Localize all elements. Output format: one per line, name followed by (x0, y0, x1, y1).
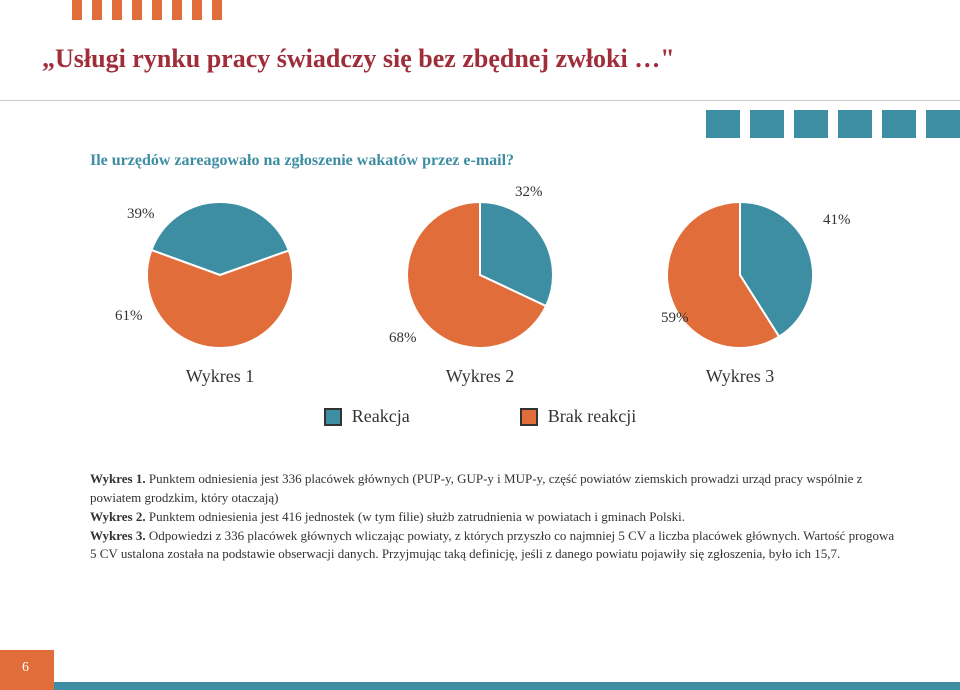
footnote-lead: Wykres 1. (90, 471, 146, 486)
chart-label: Wykres 3 (706, 366, 774, 387)
footnote-lead: Wykres 2. (90, 509, 146, 524)
pie-slice-label: 61% (115, 308, 143, 325)
footnote-text: Punktem odniesienia jest 416 jednostek (… (146, 509, 685, 524)
right-square (838, 110, 872, 138)
chart-label: Wykres 1 (186, 366, 254, 387)
charts-row: 39%61%Wykres 132%68%Wykres 241%59%Wykres… (90, 200, 870, 387)
legend-label: Brak reakcji (548, 406, 636, 427)
pie-slice-label: 68% (389, 330, 417, 347)
right-square (794, 110, 828, 138)
pie-chart: 32%68% (405, 200, 555, 350)
legend-swatch (520, 408, 538, 426)
top-stripe (132, 0, 142, 20)
chart-block: 32%68% Wykres 2 (360, 200, 600, 387)
footnotes: Wykres 1. Punktem odniesienia jest 336 p… (90, 470, 900, 564)
top-stripe (172, 0, 182, 20)
top-vertical-stripes (72, 0, 222, 20)
top-stripe (152, 0, 162, 20)
title-underline (0, 100, 960, 101)
subtitle: Ile urzędów zareagowało na zgłoszenie wa… (90, 152, 514, 170)
top-stripe (112, 0, 122, 20)
right-square (882, 110, 916, 138)
legend-swatch (324, 408, 342, 426)
footnote-text: Odpowiedzi z 336 placówek głównych wlicz… (90, 528, 894, 562)
bottom-stripe (0, 682, 960, 690)
chart-block: 41%59%Wykres 3 (620, 200, 860, 387)
right-squares (706, 110, 960, 138)
top-stripe (92, 0, 102, 20)
legend-label: Reakcja (352, 406, 410, 427)
footnote-text: Punktem odniesienia jest 336 placówek gł… (90, 471, 862, 505)
pie-slice-label: 39% (127, 206, 155, 223)
legend-item: Reakcja (324, 406, 410, 427)
pie-chart: 41%59% (665, 200, 815, 350)
legend-item: Brak reakcji (520, 406, 636, 427)
pie-slice-label: 32% (515, 184, 543, 201)
pie-slice-label: 59% (661, 310, 689, 327)
page-number: 6 (22, 660, 29, 676)
top-stripe (72, 0, 82, 20)
top-stripe (192, 0, 202, 20)
pie-slice-label: 41% (823, 212, 851, 229)
right-square (750, 110, 784, 138)
footnote-lead: Wykres 3. (90, 528, 146, 543)
page-title: „Usługi rynku pracy świadczy się bez zbę… (42, 44, 675, 74)
chart-block: 39%61%Wykres 1 (100, 200, 340, 387)
right-square (926, 110, 960, 138)
top-stripe (212, 0, 222, 20)
right-square (706, 110, 740, 138)
chart-label: Wykres 2 (446, 366, 514, 387)
pie-chart: 39%61% (145, 200, 295, 350)
legend-row: Reakcja Brak reakcji (0, 406, 960, 427)
